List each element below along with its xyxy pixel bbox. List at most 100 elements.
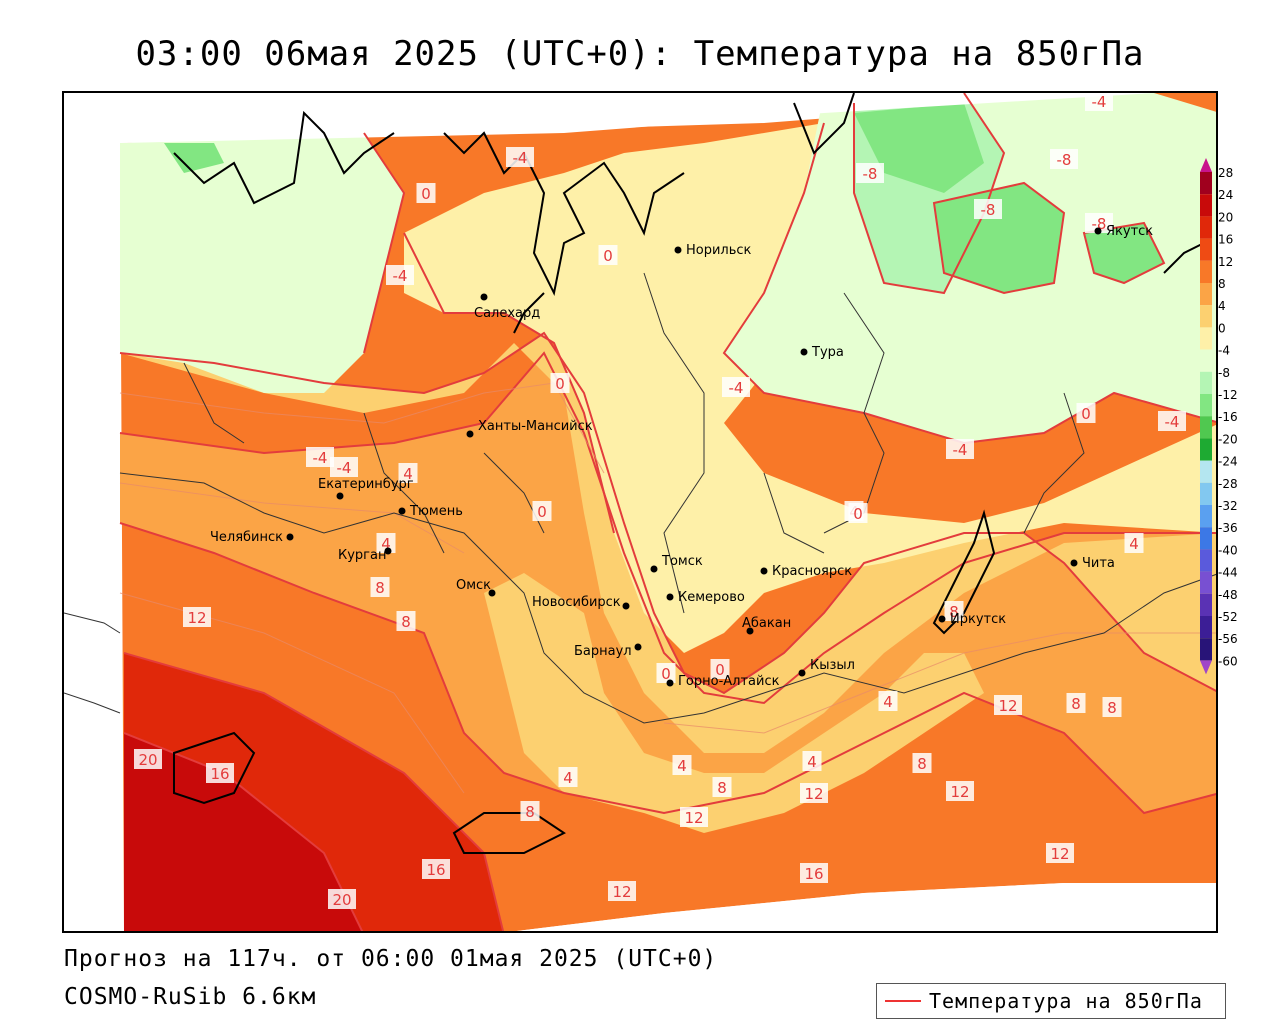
svg-text:8: 8 bbox=[717, 779, 727, 797]
svg-text:Якутск: Якутск bbox=[1106, 224, 1153, 239]
isotherm-label: 12 bbox=[800, 783, 828, 803]
svg-text:0: 0 bbox=[853, 505, 863, 523]
colorbar-tick-label: 28 bbox=[1218, 166, 1233, 180]
isotherm-label: -4 bbox=[330, 457, 358, 477]
svg-text:-4: -4 bbox=[1092, 93, 1107, 111]
colorbar-segment bbox=[1200, 571, 1212, 594]
city-marker: Чита bbox=[1070, 556, 1115, 571]
isotherm-label: 0 bbox=[848, 503, 868, 523]
isotherm-label: 4 bbox=[1124, 533, 1144, 553]
colorbar-tick-label: -48 bbox=[1218, 588, 1238, 602]
isotherm-label: -8 bbox=[1050, 149, 1078, 169]
svg-text:Екатеринбург: Екатеринбург bbox=[318, 477, 414, 492]
city-marker: Кемерово bbox=[666, 590, 745, 605]
city-marker: Омск bbox=[456, 578, 496, 597]
svg-text:4: 4 bbox=[883, 693, 893, 711]
isotherm-label: -4 bbox=[1158, 411, 1186, 431]
isotherm-label: 4 bbox=[802, 751, 822, 771]
svg-text:16: 16 bbox=[210, 765, 229, 783]
isotherm-label: 8 bbox=[1102, 697, 1122, 717]
svg-text:Кемерово: Кемерово bbox=[678, 590, 745, 605]
isotherm-label: 8 bbox=[944, 601, 964, 621]
city-marker: Челябинск bbox=[210, 530, 294, 545]
svg-text:Иркутск: Иркутск bbox=[950, 612, 1006, 627]
svg-text:4: 4 bbox=[403, 465, 413, 483]
colorbar-segment bbox=[1200, 593, 1212, 616]
colorbar-tick-label: -40 bbox=[1218, 543, 1238, 557]
colorbar-tick-label: -16 bbox=[1218, 410, 1238, 424]
isotherm-label: -4 bbox=[722, 377, 750, 397]
colorbar-tick-label: -28 bbox=[1218, 477, 1238, 491]
isotherm-label: 12 bbox=[994, 695, 1022, 715]
isotherm-label: 8 bbox=[912, 753, 932, 773]
svg-text:12: 12 bbox=[612, 883, 631, 901]
svg-text:-4: -4 bbox=[337, 459, 352, 477]
svg-text:8: 8 bbox=[401, 613, 411, 631]
colorbar-tick-label: -12 bbox=[1218, 388, 1238, 402]
colorbar-segment bbox=[1200, 194, 1212, 217]
svg-text:4: 4 bbox=[563, 769, 573, 787]
svg-text:Горно-Алтайск: Горно-Алтайск bbox=[678, 674, 780, 689]
svg-text:12: 12 bbox=[804, 785, 823, 803]
colorbar-tick-label: -4 bbox=[1218, 344, 1230, 358]
colorbar-tick-label: -36 bbox=[1218, 521, 1238, 535]
isotherm-labels: -4-8-8-8-8-4-40-400-4-4-40-4044048812804… bbox=[134, 93, 1186, 909]
isotherm-label: 20 bbox=[134, 749, 162, 769]
isotherm-label: 16 bbox=[422, 859, 450, 879]
svg-text:4: 4 bbox=[381, 535, 391, 553]
colorbar-segment bbox=[1200, 327, 1212, 350]
colorbar-tick-label: 0 bbox=[1218, 321, 1226, 335]
city-marker: Норильск bbox=[674, 243, 752, 258]
map-area[interactable]: -4-8-8-8-8-4-40-400-4-4-40-4044048812804… bbox=[62, 91, 1218, 933]
isotherm-label: 16 bbox=[800, 863, 828, 883]
svg-text:Томск: Томск bbox=[661, 554, 703, 569]
coastlines bbox=[173, 93, 1205, 854]
city-marker: Тура bbox=[800, 345, 844, 360]
svg-text:0: 0 bbox=[1081, 405, 1091, 423]
isotherm-label: -8 bbox=[1085, 213, 1113, 233]
legend-label: Температура на 850гПа bbox=[929, 989, 1203, 1013]
colorbar-top-arrow bbox=[1200, 158, 1212, 172]
svg-text:0: 0 bbox=[537, 503, 547, 521]
svg-text:16: 16 bbox=[426, 861, 445, 879]
svg-text:-8: -8 bbox=[863, 165, 878, 183]
svg-text:4: 4 bbox=[1129, 535, 1139, 553]
svg-text:-8: -8 bbox=[1057, 151, 1072, 169]
isotherm-label: 12 bbox=[680, 807, 708, 827]
colorbar-tick-label: -20 bbox=[1218, 432, 1238, 446]
isotherm-label: -8 bbox=[974, 199, 1002, 219]
isotherm-label: -4 bbox=[946, 439, 974, 459]
isotherm-label: 4 bbox=[558, 767, 578, 787]
temperature-field bbox=[120, 93, 1216, 931]
colorbar-segment bbox=[1200, 638, 1212, 661]
city-marker: Якутск bbox=[1094, 224, 1153, 239]
colorbar-tick-label: 8 bbox=[1218, 277, 1226, 291]
colorbar-segment bbox=[1200, 238, 1212, 261]
colorbar-tick-label: 24 bbox=[1218, 188, 1233, 202]
svg-text:-8: -8 bbox=[981, 201, 996, 219]
colorbar-segment bbox=[1200, 416, 1212, 439]
svg-text:20: 20 bbox=[138, 751, 157, 769]
city-marker: Томск bbox=[650, 554, 703, 573]
colorbar-tick-label: -56 bbox=[1218, 632, 1238, 646]
svg-text:12: 12 bbox=[998, 697, 1017, 715]
svg-text:12: 12 bbox=[1050, 845, 1069, 863]
svg-text:-4: -4 bbox=[953, 441, 968, 459]
svg-text:-4: -4 bbox=[313, 449, 328, 467]
city-marker: Курган bbox=[338, 547, 392, 563]
isotherm-label: 0 bbox=[416, 183, 436, 203]
colorbar-segment bbox=[1200, 371, 1212, 394]
isotherm-label: -4 bbox=[1085, 93, 1113, 111]
isotherm-label: 4 bbox=[398, 463, 418, 483]
isotherm-label: 4 bbox=[376, 533, 396, 553]
isotherm-label: 0 bbox=[710, 659, 730, 679]
svg-text:12: 12 bbox=[187, 609, 206, 627]
svg-text:Салехард: Салехард bbox=[474, 306, 540, 321]
isotherm-label: -4 bbox=[306, 447, 334, 467]
svg-text:Норильск: Норильск bbox=[686, 243, 752, 258]
svg-text:Красноярск: Красноярск bbox=[772, 564, 852, 579]
svg-text:Тура: Тура bbox=[811, 345, 844, 360]
isotherm-label: 8 bbox=[370, 577, 390, 597]
svg-text:Курган: Курган bbox=[338, 548, 386, 563]
colorbar-segment bbox=[1200, 460, 1212, 483]
